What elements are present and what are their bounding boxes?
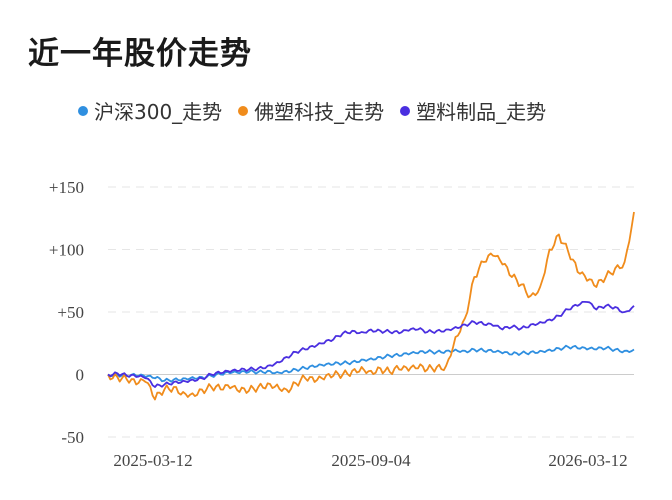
legend-dot-foshu <box>238 105 249 116</box>
y-tick-label: -50 <box>61 428 84 447</box>
series-line-1 <box>107 211 635 401</box>
y-tick-label: 0 <box>76 366 85 385</box>
legend-label-foshu: 佛塑科技_走势 <box>254 100 385 124</box>
legend-label-hs300: 沪深300_走势 <box>94 100 223 124</box>
x-axis-ticks: 2025-03-12 2025-09-04 2026-03-12 <box>113 451 627 470</box>
x-tick-label: 2025-03-12 <box>113 451 192 470</box>
grid-lines <box>108 186 634 438</box>
series-line-2 <box>107 301 635 388</box>
legend-label-suliao: 塑料制品_走势 <box>416 100 547 124</box>
legend-item-hs300[interactable]: 沪深300_走势 <box>78 96 222 125</box>
legend: 沪深300_走势 佛塑科技_走势 塑料制品_走势 <box>78 96 562 125</box>
series-line-0 <box>107 344 635 383</box>
y-tick-label: +100 <box>49 241 84 260</box>
y-tick-label: +50 <box>57 303 84 322</box>
x-tick-label: 2026-03-12 <box>548 451 627 470</box>
legend-item-foshu[interactable]: 佛塑科技_走势 <box>238 96 384 125</box>
legend-item-suliao[interactable]: 塑料制品_走势 <box>400 96 546 125</box>
chart-title: 近一年股价走势 <box>28 36 252 72</box>
series-lines <box>107 211 635 401</box>
legend-dot-hs300 <box>78 105 88 116</box>
legend-dot-suliao <box>400 105 411 116</box>
x-tick-label: 2025-09-04 <box>331 451 411 470</box>
y-axis-ticks: +150 +100 +50 0 -50 <box>49 178 84 447</box>
y-tick-label: +150 <box>49 178 84 197</box>
